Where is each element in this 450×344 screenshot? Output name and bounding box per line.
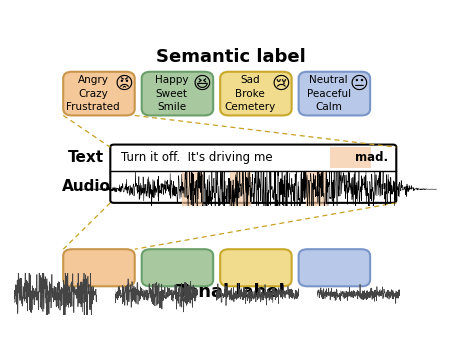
Text: Audio: Audio	[62, 180, 110, 194]
Text: Neutral
Peaceful
Calm: Neutral Peaceful Calm	[306, 75, 351, 112]
Text: Sad
Broke
Cemetery: Sad Broke Cemetery	[225, 75, 276, 112]
FancyBboxPatch shape	[63, 249, 135, 286]
Text: 😡: 😡	[114, 74, 133, 93]
Bar	[230, 172, 250, 206]
FancyBboxPatch shape	[330, 147, 371, 169]
Text: Happy
Sweet
Smile: Happy Sweet Smile	[155, 75, 189, 112]
Text: Semantic label: Semantic label	[156, 48, 306, 66]
FancyBboxPatch shape	[110, 144, 396, 203]
FancyBboxPatch shape	[142, 72, 213, 116]
Text: Turn it off.  It's driving me: Turn it off. It's driving me	[121, 151, 276, 164]
Text: Angry
Crazy
Frustrated: Angry Crazy Frustrated	[67, 75, 120, 112]
Text: mad.: mad.	[356, 151, 388, 164]
FancyBboxPatch shape	[142, 249, 213, 286]
Text: 😢: 😢	[271, 74, 290, 93]
FancyBboxPatch shape	[220, 72, 292, 116]
Text: 😆: 😆	[193, 74, 212, 93]
Text: 😐: 😐	[350, 74, 369, 93]
Text: Tonal label: Tonal label	[176, 283, 285, 301]
FancyBboxPatch shape	[63, 72, 135, 116]
FancyBboxPatch shape	[299, 72, 370, 116]
Bar	[306, 172, 326, 206]
Text: Text: Text	[68, 150, 104, 165]
FancyBboxPatch shape	[299, 249, 370, 286]
FancyBboxPatch shape	[220, 249, 292, 286]
Bar	[182, 172, 202, 206]
